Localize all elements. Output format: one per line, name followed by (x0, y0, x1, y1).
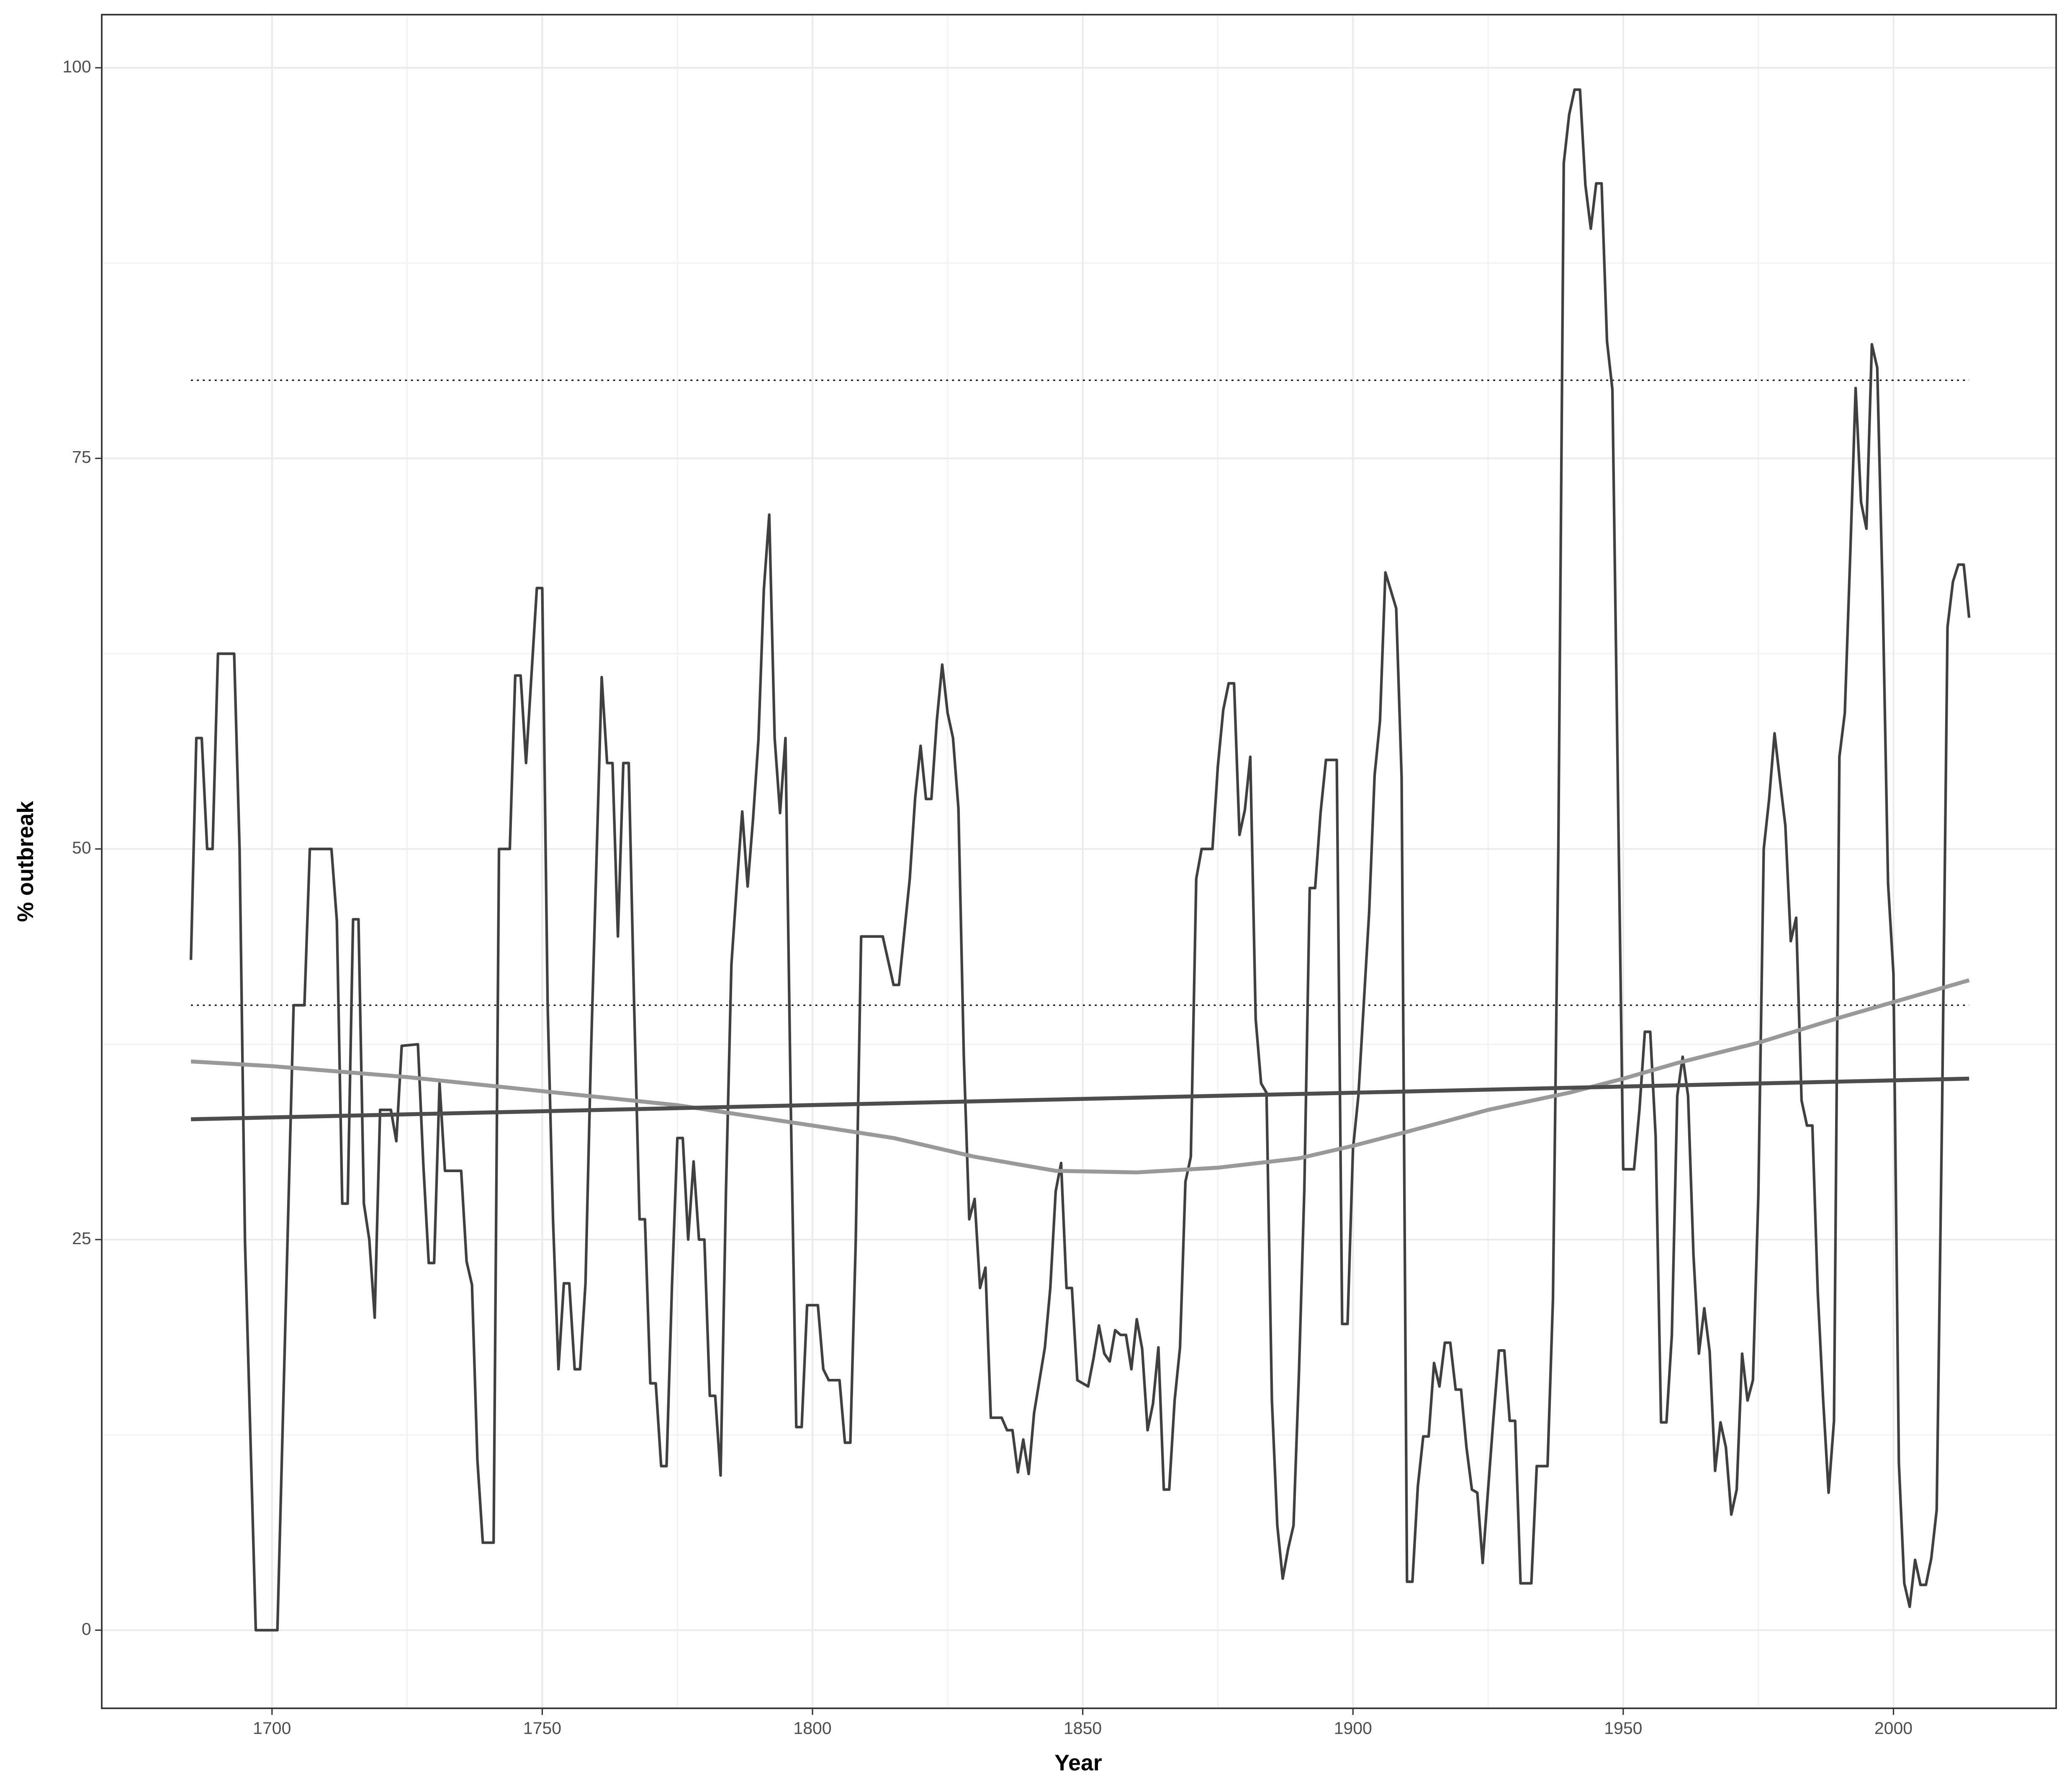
y-tick-label: 50 (72, 838, 91, 857)
x-tick-label: 2000 (1874, 1718, 1913, 1738)
y-tick-label: 100 (62, 57, 91, 76)
y-tick-label: 75 (72, 447, 91, 467)
data-line (189, 88, 1971, 1632)
x-tick-label: 1950 (1604, 1718, 1642, 1738)
x-tick-label: 1700 (253, 1718, 291, 1738)
x-axis-title: Year (1054, 1750, 1102, 1776)
y-tick-label: 0 (82, 1619, 91, 1638)
y-axis-title: % outbreak (13, 801, 38, 922)
y-tick-label: 25 (72, 1229, 91, 1248)
x-tick-label: 1750 (523, 1718, 561, 1738)
panel-border (101, 14, 2057, 1709)
x-tick-label: 1900 (1334, 1718, 1372, 1738)
x-tick-label: 1850 (1064, 1718, 1102, 1738)
x-tick-label: 1800 (793, 1718, 831, 1738)
data-line (191, 1076, 1969, 1122)
data-line (190, 978, 1970, 1175)
